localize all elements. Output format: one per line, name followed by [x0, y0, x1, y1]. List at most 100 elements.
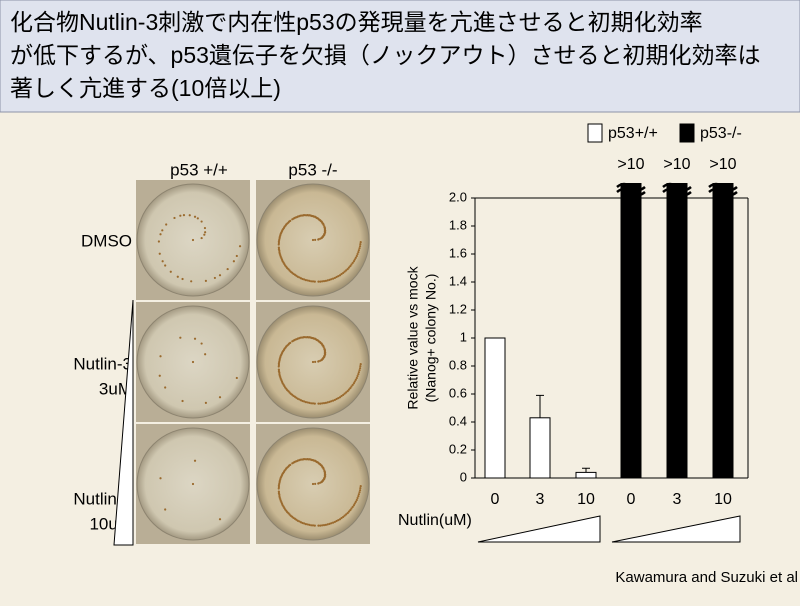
- colony: [343, 270, 346, 273]
- colony: [164, 508, 167, 511]
- y-tick-label: 2.0: [449, 189, 467, 204]
- colony: [359, 240, 362, 244]
- colony: [347, 266, 351, 269]
- x-tick-label: 10: [577, 491, 595, 508]
- colony: [277, 490, 280, 493]
- colony: [335, 519, 338, 523]
- colony: [335, 275, 338, 279]
- colony: [307, 214, 310, 217]
- colony: [292, 217, 295, 220]
- colony: [338, 518, 342, 521]
- colony: [318, 218, 321, 221]
- colony: [310, 336, 314, 340]
- colony: [349, 387, 352, 390]
- y-tick-label: 0.6: [449, 385, 467, 400]
- colony: [218, 396, 222, 399]
- colony: [295, 337, 299, 341]
- title-line: 著しく亢進する(10倍以上): [10, 75, 281, 101]
- colony: [279, 254, 282, 257]
- colony: [291, 515, 294, 518]
- colony: [287, 512, 290, 515]
- legend-label: p53-/-: [700, 125, 742, 142]
- legend-swatch: [587, 123, 603, 143]
- colony: [289, 463, 292, 466]
- colony: [278, 249, 281, 252]
- colony: [282, 505, 285, 508]
- colony: [328, 278, 331, 282]
- colony: [317, 360, 320, 363]
- error-bar: [582, 467, 590, 473]
- colony: [324, 279, 327, 282]
- colony: [284, 224, 287, 227]
- colony: [196, 217, 199, 220]
- x-tick-label: 3: [673, 491, 682, 508]
- colony: [343, 514, 346, 517]
- colony: [326, 279, 329, 282]
- colony: [333, 398, 336, 402]
- colony: [279, 498, 282, 501]
- colony: [277, 485, 281, 489]
- colony: [204, 353, 207, 356]
- y-tick-label: 1.4: [449, 273, 467, 288]
- colony: [238, 245, 242, 248]
- colony: [293, 517, 297, 520]
- colony: [161, 229, 164, 232]
- colony: [191, 360, 195, 364]
- colony: [164, 386, 167, 389]
- colony: [235, 376, 238, 380]
- colony: [351, 261, 354, 265]
- colony: [280, 230, 283, 233]
- y-tick-label: 0: [460, 469, 467, 484]
- bar: [666, 183, 688, 479]
- colony: [303, 400, 306, 403]
- colony: [287, 343, 290, 346]
- colony: [351, 383, 354, 387]
- colony: [349, 509, 352, 512]
- x-tick-label: 3: [536, 491, 545, 508]
- colony: [292, 461, 295, 464]
- colony: [357, 371, 360, 374]
- colony: [304, 279, 308, 282]
- plot: [484, 183, 734, 479]
- colony: [353, 502, 356, 505]
- x-tick-label: 0: [491, 491, 500, 508]
- colony: [164, 264, 167, 267]
- colony: [359, 487, 362, 490]
- colony: [310, 402, 313, 405]
- colony: [291, 393, 294, 396]
- colony: [322, 280, 326, 283]
- colony: [349, 265, 352, 268]
- colony: [345, 391, 348, 394]
- colony: [323, 348, 326, 351]
- colony: [310, 524, 313, 527]
- colony: [358, 489, 362, 492]
- colony: [298, 459, 301, 462]
- colony: [313, 524, 316, 527]
- colony: [317, 402, 320, 405]
- colony: [357, 251, 360, 254]
- colony: [193, 215, 197, 218]
- colony: [350, 385, 353, 388]
- colony: [303, 278, 306, 281]
- colony: [323, 350, 326, 354]
- colony: [323, 230, 327, 233]
- colony: [358, 367, 362, 370]
- title-box: [0, 0, 800, 113]
- colony: [323, 226, 326, 229]
- colony: [321, 524, 324, 527]
- colony: [287, 390, 290, 393]
- colony: [311, 402, 315, 405]
- colony: [347, 510, 351, 513]
- colony: [159, 355, 162, 358]
- colony: [218, 274, 222, 277]
- colony: [347, 388, 351, 391]
- colony: [176, 275, 179, 278]
- colony: [291, 271, 294, 274]
- colony: [298, 398, 301, 401]
- colony: [311, 524, 315, 527]
- colony: [284, 468, 287, 471]
- y-tick-label: 0.4: [449, 413, 467, 428]
- colony: [304, 401, 308, 404]
- colony: [331, 521, 335, 524]
- colony: [295, 215, 299, 219]
